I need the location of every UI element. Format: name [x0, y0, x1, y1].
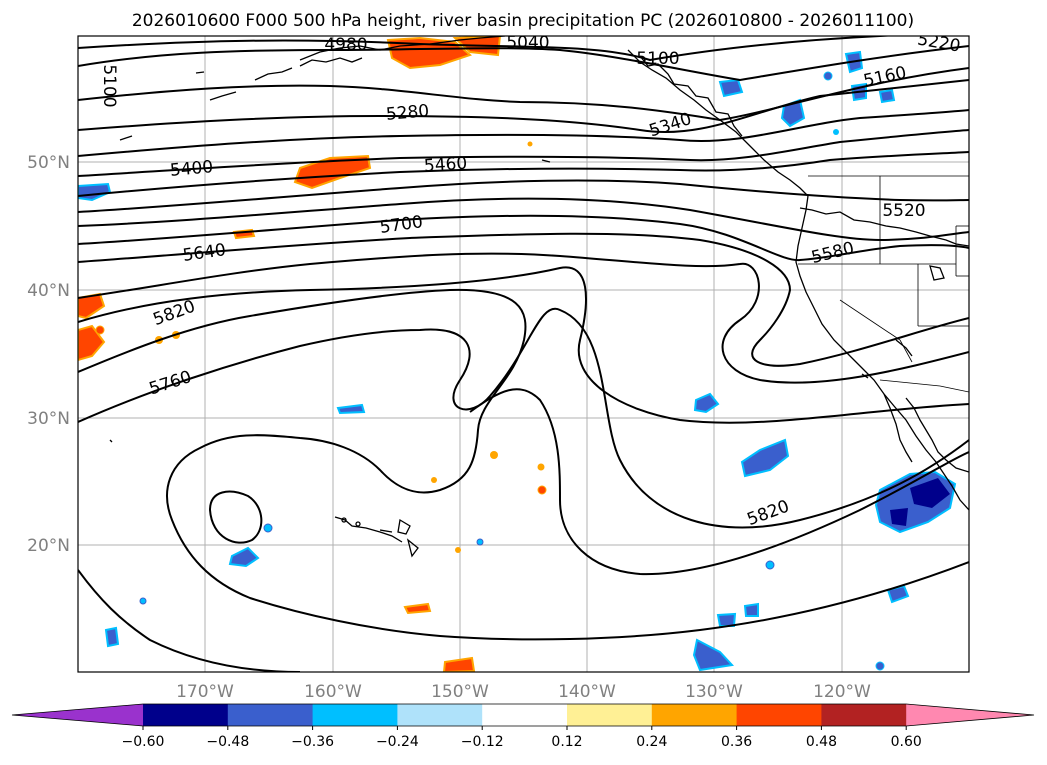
- colorbar-segment: [736, 704, 822, 726]
- colorbar-tick-label: −0.48: [206, 734, 249, 750]
- lon-label: 130°W: [685, 682, 743, 702]
- colorbar-tick-label: −0.12: [461, 734, 504, 750]
- colorbar-segment: [143, 704, 229, 726]
- colorbar-segment: [821, 704, 907, 726]
- lon-label: 150°W: [431, 682, 489, 702]
- contour-label: 5100: [99, 64, 119, 107]
- lon-label: 120°W: [813, 682, 871, 702]
- contour-label: 5460: [423, 154, 468, 177]
- colorbar-tick-label: 0.60: [891, 734, 922, 750]
- lon-label: 160°W: [304, 682, 362, 702]
- longitude-labels: 170°W 160°W 150°W 140°W 130°W 120°W: [176, 682, 871, 702]
- contour-label: 5280: [385, 101, 430, 125]
- latitude-labels: 50°N 40°N 30°N 20°N: [27, 153, 70, 556]
- colorbar-segment: [397, 704, 483, 726]
- colorbar-extend-max: [906, 704, 1034, 726]
- figure-title: 2026010600 F000 500 hPa height, river ba…: [132, 11, 914, 31]
- colorbar-tick-label: −0.36: [291, 734, 334, 750]
- colorbar-tick-label: 0.24: [636, 734, 667, 750]
- contour-label: 5520: [882, 201, 925, 221]
- colorbar-tick-label: 0.12: [551, 734, 582, 750]
- lat-label: 50°N: [27, 153, 70, 173]
- colorbar: −0.60 −0.48 −0.36 −0.24 −0.12 0.12 0.24 0.36 0.4…: [11, 703, 1035, 750]
- lat-label: 30°N: [27, 409, 70, 429]
- colorbar-segment: [227, 704, 314, 726]
- colorbar-tick-label: 0.36: [721, 734, 752, 750]
- lat-label: 40°N: [27, 281, 70, 301]
- lon-label: 140°W: [558, 682, 616, 702]
- colorbar-tick-label: 0.48: [806, 734, 837, 750]
- colorbar-extend-min: [12, 704, 143, 726]
- lon-label: 170°W: [176, 682, 234, 702]
- lat-label: 20°N: [27, 536, 70, 556]
- contour-label: 5400: [169, 157, 214, 181]
- colorbar-tick-label: −0.24: [376, 734, 419, 750]
- colorbar-segment: [651, 704, 738, 726]
- colorbar-segment: [567, 704, 653, 726]
- map-panel: 5100 4980 5040 5100 5220 5160 5280 5340 …: [77, 33, 970, 673]
- height-contours: [78, 36, 969, 672]
- contour-label: 4980: [324, 35, 367, 55]
- colorbar-tick-label: −0.60: [122, 734, 165, 750]
- contour-label: 5100: [636, 49, 679, 69]
- contour-label: 5040: [506, 33, 549, 53]
- colorbar-segment: [312, 704, 398, 726]
- colorbar-segment: [482, 704, 568, 726]
